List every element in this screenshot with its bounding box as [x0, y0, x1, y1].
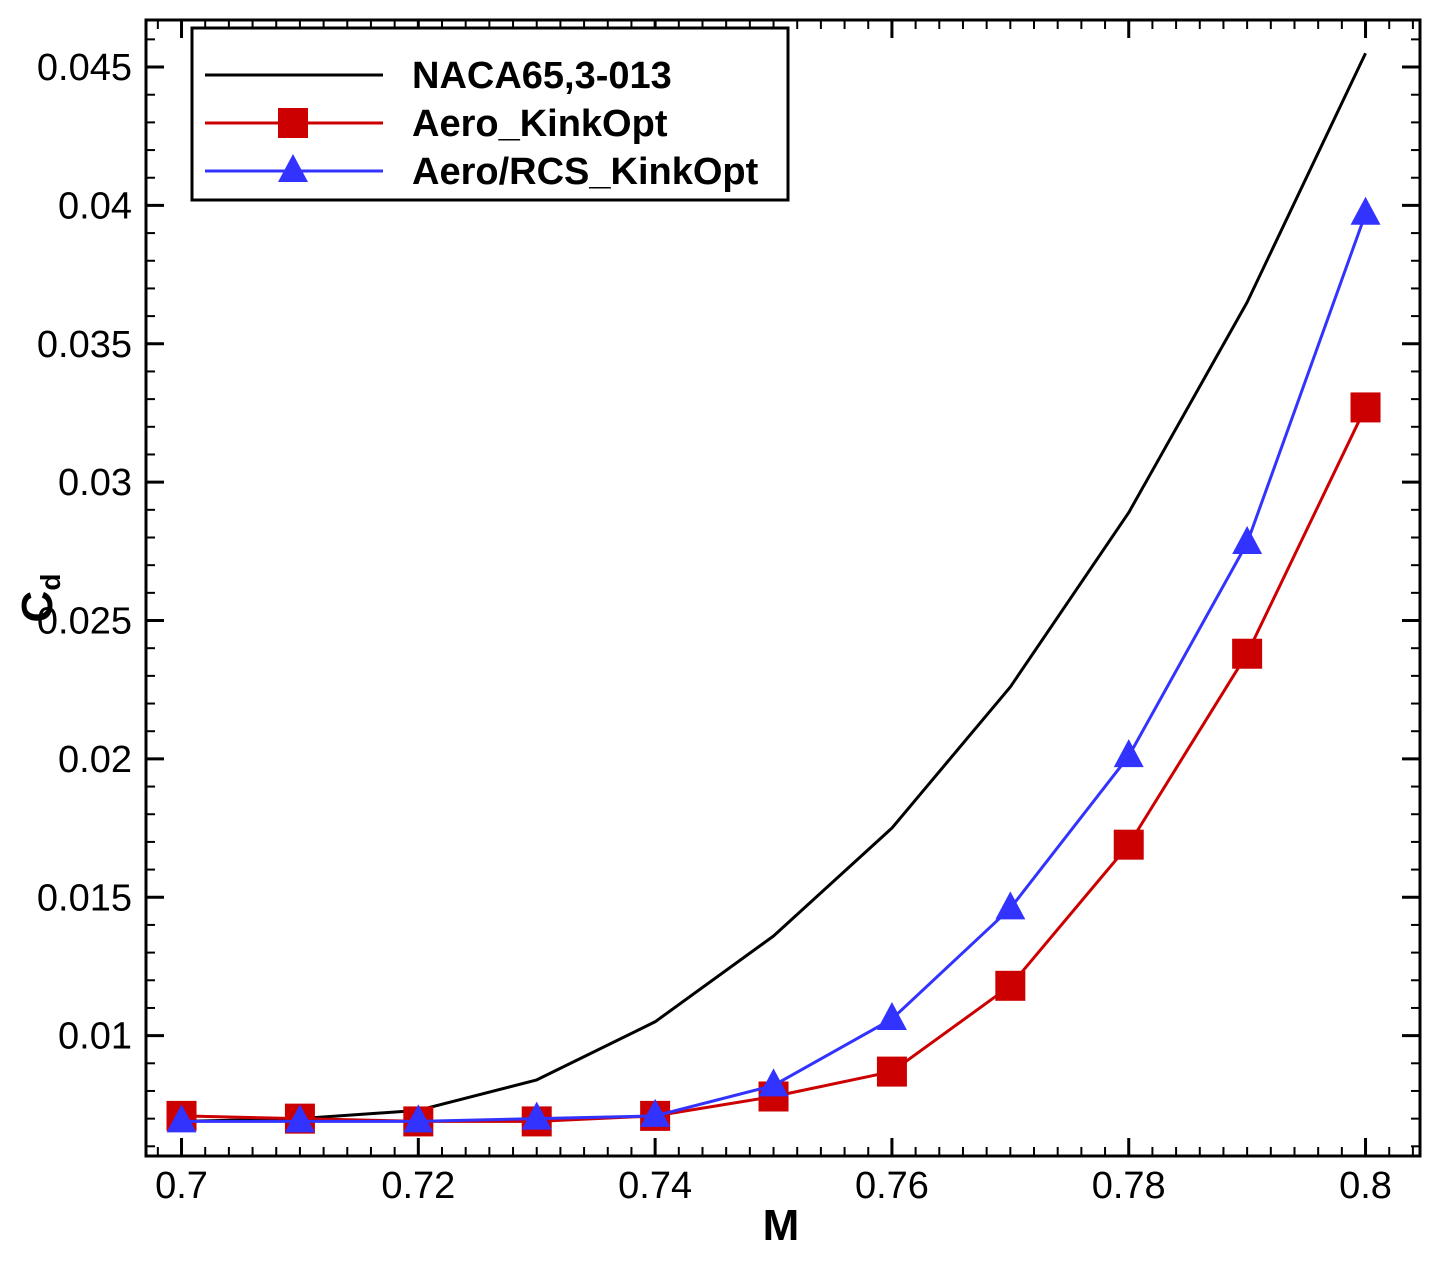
x-axis-title: M — [763, 1201, 800, 1250]
data-point-square — [876, 1056, 907, 1087]
legend: NACA65,3-013 Aero_KinkOpt Aero/RCS_KinkOpt — [190, 26, 790, 202]
y-tick-label: 0.04 — [58, 185, 132, 227]
data-point-triangle — [166, 1104, 197, 1133]
legend-label: NACA65,3-013 — [412, 55, 672, 97]
y-axis-title-main: C — [13, 591, 62, 623]
legend-entry-1: Aero_KinkOpt — [205, 103, 668, 145]
series-line — [181, 52, 1367, 1123]
data-point-triangle — [1350, 196, 1381, 225]
series-0 — [181, 52, 1367, 1123]
data-point-triangle — [403, 1104, 434, 1133]
legend-label: Aero_KinkOpt — [412, 103, 668, 145]
x-tick-label: 0.7 — [155, 1165, 208, 1207]
legend-entry-0: NACA65,3-013 — [205, 55, 672, 97]
data-point-square — [995, 970, 1026, 1001]
legend-label: Aero/RCS_KinkOpt — [412, 151, 759, 193]
series-2 — [166, 196, 1381, 1133]
data-point-triangle — [1113, 739, 1144, 768]
data-point-triangle — [640, 1098, 671, 1127]
y-axis-title-subscript: d — [35, 574, 66, 591]
data-point-square — [1232, 638, 1263, 669]
data-point-square — [1350, 392, 1381, 423]
y-tick-label: 0.01 — [58, 1016, 132, 1058]
legend-marker-square — [278, 108, 308, 138]
x-tick-label: 0.8 — [1339, 1165, 1392, 1207]
y-axis-title: Cd — [13, 574, 66, 623]
y-tick-label: 0.035 — [37, 324, 132, 366]
x-tick-label: 0.78 — [1092, 1165, 1166, 1207]
data-point-triangle — [1232, 526, 1263, 555]
tick-labels: 0.7 0.72 0.74 0.76 0.78 0.8 0.01 0.015 0.02 0.025… — [37, 47, 1392, 1207]
x-tick-label: 0.76 — [855, 1165, 929, 1207]
data-point-triangle — [876, 1002, 907, 1031]
data-point-triangle — [758, 1068, 789, 1097]
y-tick-label: 0.02 — [58, 739, 132, 781]
y-tick-label: 0.03 — [58, 462, 132, 504]
y-tick-label: 0.015 — [37, 877, 132, 919]
series-line — [181, 213, 1367, 1123]
legend-entry-2: Aero/RCS_KinkOpt — [205, 151, 759, 193]
x-tick-label: 0.72 — [381, 1165, 455, 1207]
series-1 — [166, 392, 1381, 1137]
y-tick-label: 0.045 — [37, 47, 132, 89]
data-point-square — [1113, 829, 1144, 860]
series-layer — [166, 52, 1381, 1137]
legend-marker-triangle — [278, 154, 308, 182]
series-line — [181, 406, 1367, 1123]
y-tick-label: 0.025 — [37, 601, 132, 643]
data-point-triangle — [521, 1101, 552, 1130]
data-point-triangle — [284, 1104, 315, 1133]
x-tick-label: 0.74 — [618, 1165, 692, 1207]
data-point-triangle — [995, 891, 1026, 920]
plot-frame — [144, 18, 1422, 1158]
